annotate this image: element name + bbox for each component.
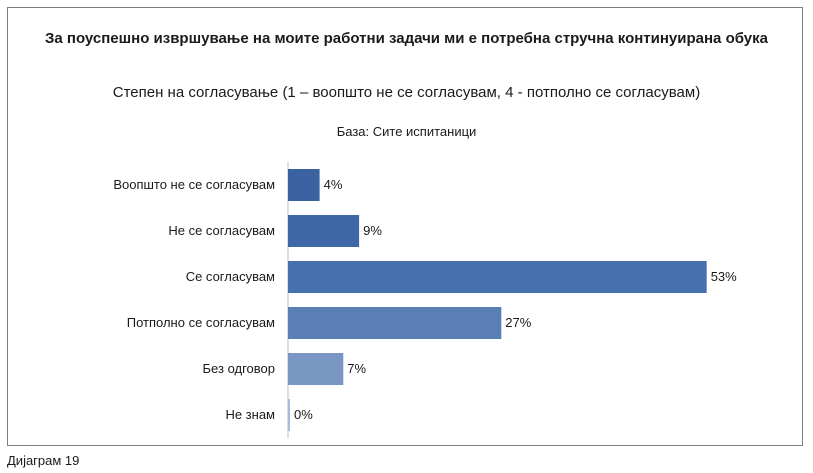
chart-base-note: База: Сите испитаници [336, 124, 477, 139]
bar [288, 261, 707, 293]
bar [288, 307, 502, 339]
bar-value-label: 7% [347, 361, 366, 376]
bar [288, 399, 290, 431]
bar-value-label: 0% [294, 407, 313, 422]
category-label: Без одговор [203, 361, 275, 376]
chart-subtitle: Степен на согласување (1 – воопшто не се… [112, 84, 701, 101]
bar-value-label: 53% [711, 269, 737, 284]
bar [288, 215, 360, 247]
bar-value-label: 9% [363, 223, 382, 238]
bar-value-label: 4% [324, 177, 343, 192]
category-label: Не се согласувам [168, 223, 275, 238]
chart-frame [7, 7, 803, 446]
bar-value-label: 27% [505, 315, 531, 330]
diagram-caption: Дијаграм 19 [7, 453, 80, 468]
category-label: Воопшто не се согласувам [113, 177, 275, 192]
category-label: Потполно се согласувам [127, 315, 275, 330]
bar [288, 169, 320, 201]
category-label: Не знам [225, 407, 275, 422]
bar [288, 353, 344, 385]
chart-title: За поуспешно извршување на моите работни… [45, 30, 768, 47]
category-label: Се согласувам [186, 269, 275, 284]
bars-layer: Воопшто не се согласувам 4% Не се согласув… [113, 162, 737, 438]
